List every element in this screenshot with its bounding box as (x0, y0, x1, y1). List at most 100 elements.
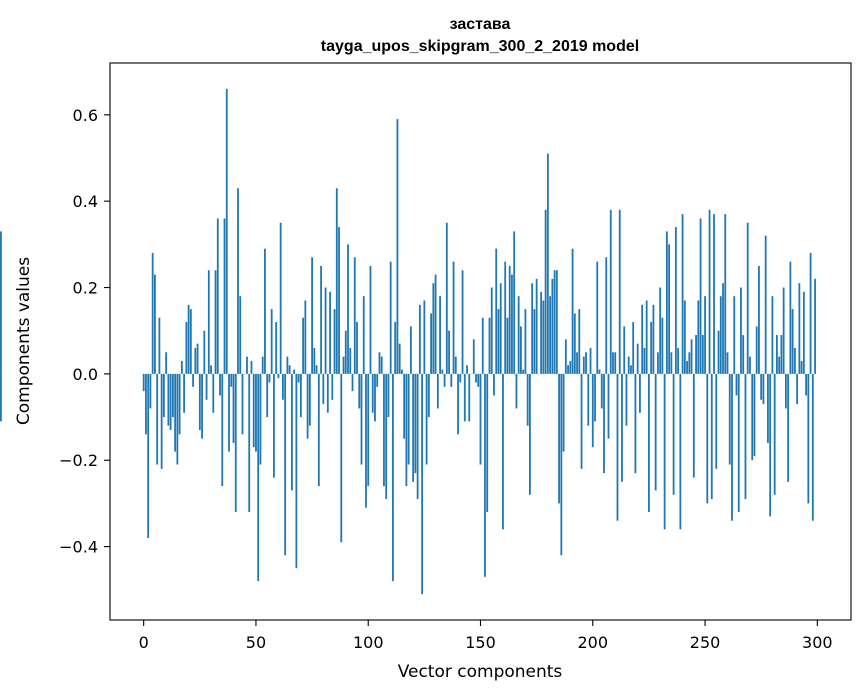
bar-113 (396, 119, 399, 374)
bar-87 (338, 227, 340, 374)
bar-77 (315, 365, 318, 374)
bar-288 (789, 261, 792, 374)
bar-137 (450, 373, 453, 387)
bar-112 (394, 322, 397, 374)
bar-124 (421, 373, 424, 595)
bar-216 (627, 356, 630, 374)
bar-195 (580, 373, 583, 469)
bar-97 (360, 373, 363, 465)
bar-93 (351, 373, 354, 392)
bar-8 (160, 373, 163, 469)
bar-109 (387, 373, 390, 418)
bar-263 (733, 296, 736, 374)
bar-205 (603, 373, 605, 474)
bar-49 (252, 373, 255, 448)
bar-16 (178, 373, 181, 435)
bar-156 (493, 373, 495, 396)
bar-259 (724, 214, 727, 374)
x-axis-label: Vector components (398, 662, 563, 682)
bar-148 (475, 373, 477, 383)
bar-46 (246, 356, 248, 374)
bar-165 (513, 231, 516, 374)
bar-12 (169, 373, 172, 431)
bar-185 (558, 373, 560, 504)
bar-129 (432, 283, 435, 374)
bar-127 (427, 373, 430, 418)
bar-5 (154, 274, 156, 374)
bar-169 (522, 369, 525, 374)
bar-122 (416, 373, 419, 500)
bar-102 (371, 373, 374, 413)
bar-218 (632, 322, 635, 374)
bar-19 (185, 322, 188, 374)
bar-70 (299, 373, 302, 418)
bar-27 (203, 330, 206, 374)
bar-116 (403, 373, 406, 439)
bar-250 (704, 296, 706, 374)
bar-119 (409, 326, 412, 374)
bar-55 (266, 373, 269, 418)
y-tick-label: 0.0 (73, 365, 98, 384)
bar-136 (448, 330, 450, 374)
bar-269 (746, 222, 749, 374)
bar-64 (286, 356, 289, 374)
bar-17 (180, 360, 183, 374)
bar-139 (454, 356, 457, 374)
bar-279 (769, 373, 772, 517)
bar-177 (540, 291, 543, 374)
bar-222 (641, 304, 644, 374)
bar-242 (686, 360, 688, 374)
bar-257 (719, 296, 722, 374)
bar-57 (270, 309, 273, 374)
bar-212 (618, 209, 621, 374)
bar-59 (275, 322, 278, 374)
bar-111 (392, 373, 394, 582)
bar-108 (385, 373, 388, 500)
bar-201 (594, 373, 596, 422)
bar-95 (356, 322, 358, 374)
bar-138 (452, 261, 455, 374)
bar-99 (365, 373, 367, 508)
bar-72 (304, 300, 307, 374)
bar-187 (562, 373, 565, 452)
bar-206 (605, 257, 608, 374)
bar-100 (367, 373, 370, 487)
bar-190 (569, 360, 572, 374)
bar-52 (259, 373, 262, 465)
bar-249 (701, 335, 704, 374)
bar-182 (551, 278, 554, 374)
bar-89 (342, 356, 345, 374)
bar-266 (740, 287, 742, 374)
bar-81 (324, 287, 327, 374)
bar-245 (692, 373, 695, 478)
bar-163 (508, 265, 511, 374)
bar-275 (760, 373, 763, 400)
bar-153 (486, 373, 489, 513)
x-axis: 0 50 100 150 200 250 300 (139, 620, 833, 652)
bar-174 (533, 309, 536, 374)
chart-subtitle: tayga_upos_skipgram_300_2_2019 model (321, 38, 639, 55)
bar-283 (778, 356, 781, 374)
bar-143 (463, 373, 466, 422)
bar-94 (353, 257, 356, 374)
bar-284 (780, 335, 783, 374)
bar-221 (639, 373, 641, 413)
bar-225 (648, 373, 650, 513)
x-tick-label: 150 (465, 633, 496, 652)
bar-117 (405, 373, 408, 487)
bar-295 (805, 373, 807, 396)
bar-92 (349, 347, 352, 374)
bar-267 (742, 335, 745, 374)
bar-18 (183, 373, 185, 413)
bar-211 (616, 373, 619, 521)
bar-62 (282, 373, 284, 400)
bar-39 (230, 373, 233, 387)
bar-21 (189, 309, 192, 374)
bar-194 (578, 309, 581, 374)
bar-22 (192, 373, 194, 387)
bar-178 (542, 300, 545, 374)
bars-layer (0, 88, 816, 595)
bar-233 (665, 231, 668, 374)
y-tick-label: 0.6 (73, 106, 98, 125)
bar-223 (643, 347, 646, 374)
